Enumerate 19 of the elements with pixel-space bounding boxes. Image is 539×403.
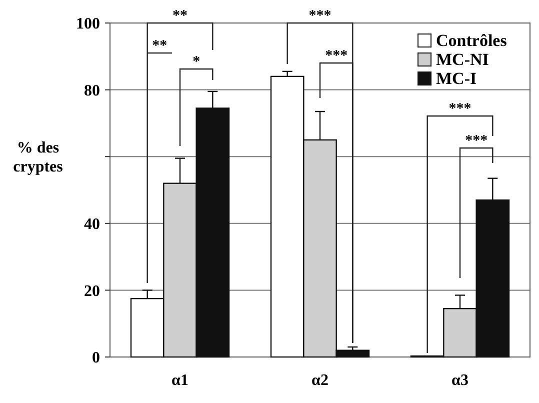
annotation: ***	[308, 8, 332, 24]
y-tick-label: 20	[84, 282, 100, 300]
legend-label: MC-I	[436, 69, 477, 88]
annotation: ***	[325, 48, 348, 64]
x-tick-label: α3	[452, 372, 468, 389]
y-tick-label: 40	[84, 216, 100, 233]
annotation: ***	[465, 133, 488, 149]
annotation: **	[172, 8, 188, 24]
y-tick-label: 100	[76, 16, 100, 33]
legend-label: Contrôles	[436, 31, 508, 50]
annotation: *	[192, 54, 200, 70]
x-tick-label: α2	[312, 372, 328, 389]
annotation: **	[152, 38, 168, 54]
annotation: ***	[448, 101, 472, 117]
y-tick-label: 0	[92, 350, 100, 367]
y-tick-label: 80	[84, 82, 100, 100]
x-tick-label: α1	[172, 372, 188, 389]
y-axis-title: % des cryptes	[13, 140, 63, 176]
legend-label: MC-NI	[436, 50, 490, 69]
